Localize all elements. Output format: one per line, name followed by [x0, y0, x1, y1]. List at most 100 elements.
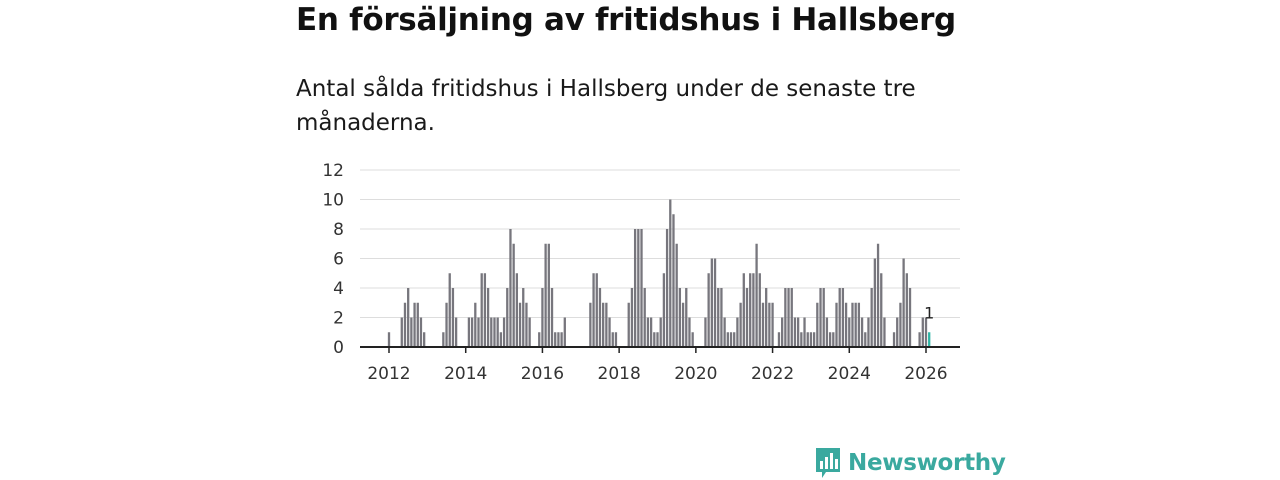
bar [704, 317, 707, 347]
bar [592, 273, 595, 347]
bar [822, 288, 825, 347]
bar [387, 332, 391, 347]
bar [499, 332, 503, 347]
bar [688, 317, 691, 347]
bar [407, 288, 410, 347]
bar [765, 288, 768, 347]
bar [442, 332, 445, 347]
bar [550, 288, 554, 347]
x-tick-label: 2012 [367, 364, 410, 384]
bar [803, 317, 806, 347]
bar [787, 288, 790, 347]
bar [506, 288, 509, 347]
bar [733, 332, 736, 347]
bar [793, 317, 797, 347]
bar [681, 302, 685, 347]
bar [717, 288, 720, 347]
bar [790, 288, 793, 347]
bar [423, 332, 426, 347]
bar [864, 332, 867, 347]
bar [713, 258, 717, 347]
bar [825, 317, 829, 347]
y-tick-labels: 0 2 4 6 8 10 12 [322, 161, 344, 358]
bar [640, 229, 643, 347]
bar [729, 332, 733, 347]
bar [710, 258, 713, 347]
bar [905, 273, 908, 347]
bar [633, 229, 637, 347]
bar [538, 332, 541, 347]
bar [812, 332, 816, 347]
bar [720, 288, 723, 347]
bar [509, 229, 512, 347]
y-tick-label: 6 [333, 250, 344, 270]
x-tick-label: 2020 [674, 364, 717, 384]
bar [816, 302, 819, 347]
bar [777, 332, 781, 347]
bar [800, 332, 803, 347]
bar [643, 288, 646, 347]
bar [742, 273, 745, 347]
bar [902, 258, 905, 347]
bar [486, 288, 490, 347]
bar [685, 288, 688, 347]
bar [646, 317, 650, 347]
bar [707, 273, 710, 347]
bar [883, 317, 886, 347]
bar [860, 317, 864, 347]
x-tick-label: 2024 [828, 364, 871, 384]
bar [806, 332, 809, 347]
bar [867, 317, 870, 347]
newsworthy-logo: Newsworthy [814, 446, 1006, 480]
y-tick-label: 10 [322, 191, 344, 211]
bar [784, 288, 787, 347]
bar [781, 317, 784, 347]
bar [841, 288, 845, 347]
bar [554, 332, 557, 347]
bar [493, 317, 496, 347]
bar [454, 317, 458, 347]
bar [413, 302, 416, 347]
page-title: En försäljning av fritidshus i Hallsberg [296, 2, 956, 38]
bar [483, 273, 487, 347]
bar [851, 302, 854, 347]
bar [470, 317, 474, 347]
bar [522, 288, 525, 347]
bar [502, 317, 506, 347]
bar [630, 288, 634, 347]
bar [490, 317, 493, 347]
bar [726, 332, 729, 347]
bar [528, 317, 531, 347]
x-tick-label: 2014 [444, 364, 487, 384]
bar [675, 243, 678, 347]
bar [480, 273, 483, 347]
bar [557, 332, 560, 347]
bar [723, 317, 726, 347]
bar [832, 332, 835, 347]
bar [589, 302, 592, 347]
bar [672, 214, 675, 347]
bar [819, 288, 822, 347]
bar [627, 302, 630, 347]
bar [662, 273, 666, 347]
bar [691, 332, 694, 347]
bar [924, 317, 928, 347]
y-tick-label: 12 [322, 161, 344, 181]
bar [518, 302, 522, 347]
bar [611, 332, 614, 347]
bar [870, 288, 873, 347]
bar [608, 317, 611, 347]
bar [796, 317, 800, 347]
bar [755, 243, 758, 347]
bar [758, 273, 761, 347]
bar [560, 332, 563, 347]
bar [474, 302, 477, 347]
bar [854, 302, 857, 347]
bar [844, 302, 848, 347]
brand-name: Newsworthy [848, 450, 1006, 476]
bar [908, 288, 912, 347]
bar [416, 302, 419, 347]
bar [768, 302, 771, 347]
bar [899, 302, 902, 347]
